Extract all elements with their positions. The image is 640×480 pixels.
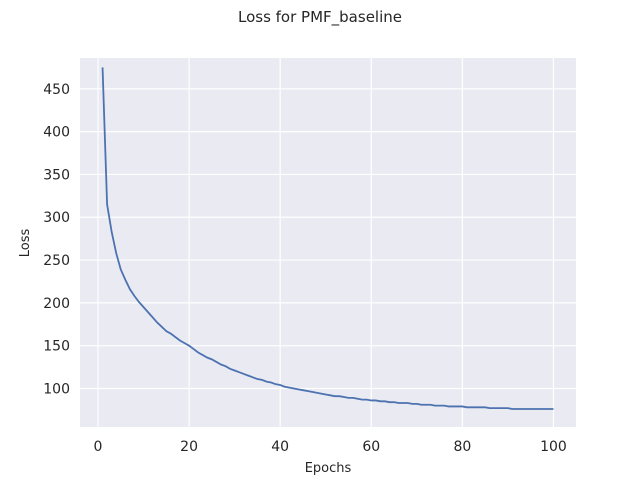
- series-line-loss: [101, 67, 554, 410]
- y-tick-label: 250: [43, 253, 70, 269]
- x-tick-label: 100: [540, 439, 567, 455]
- y-tick-label: 200: [43, 296, 70, 312]
- y-gridlines: [80, 88, 576, 390]
- x-tick-label: 60: [362, 439, 380, 455]
- y-tick-label: 450: [43, 82, 70, 98]
- y-tick-label: 100: [43, 381, 70, 397]
- y-tick-label: 400: [43, 125, 70, 141]
- y-tick-label: 300: [43, 210, 70, 226]
- x-tick-label: 80: [453, 439, 471, 455]
- x-tick-label: 0: [94, 439, 103, 455]
- y-tick-label: 150: [43, 339, 70, 355]
- x-gridlines: [97, 58, 555, 427]
- y-tick-labels: 100 150 200 250 300 350 400 450: [43, 82, 70, 398]
- x-tick-label: 20: [180, 439, 198, 455]
- y-axis-label: Loss: [18, 229, 33, 258]
- plot-background: [80, 58, 576, 427]
- y-tick-label: 350: [43, 167, 70, 183]
- chart-title: Loss for PMF_baseline: [238, 8, 402, 27]
- x-tick-label: 40: [271, 439, 289, 455]
- x-axis-label: Epochs: [305, 461, 352, 476]
- x-tick-labels: 0 20 40 60 80 100: [94, 439, 567, 455]
